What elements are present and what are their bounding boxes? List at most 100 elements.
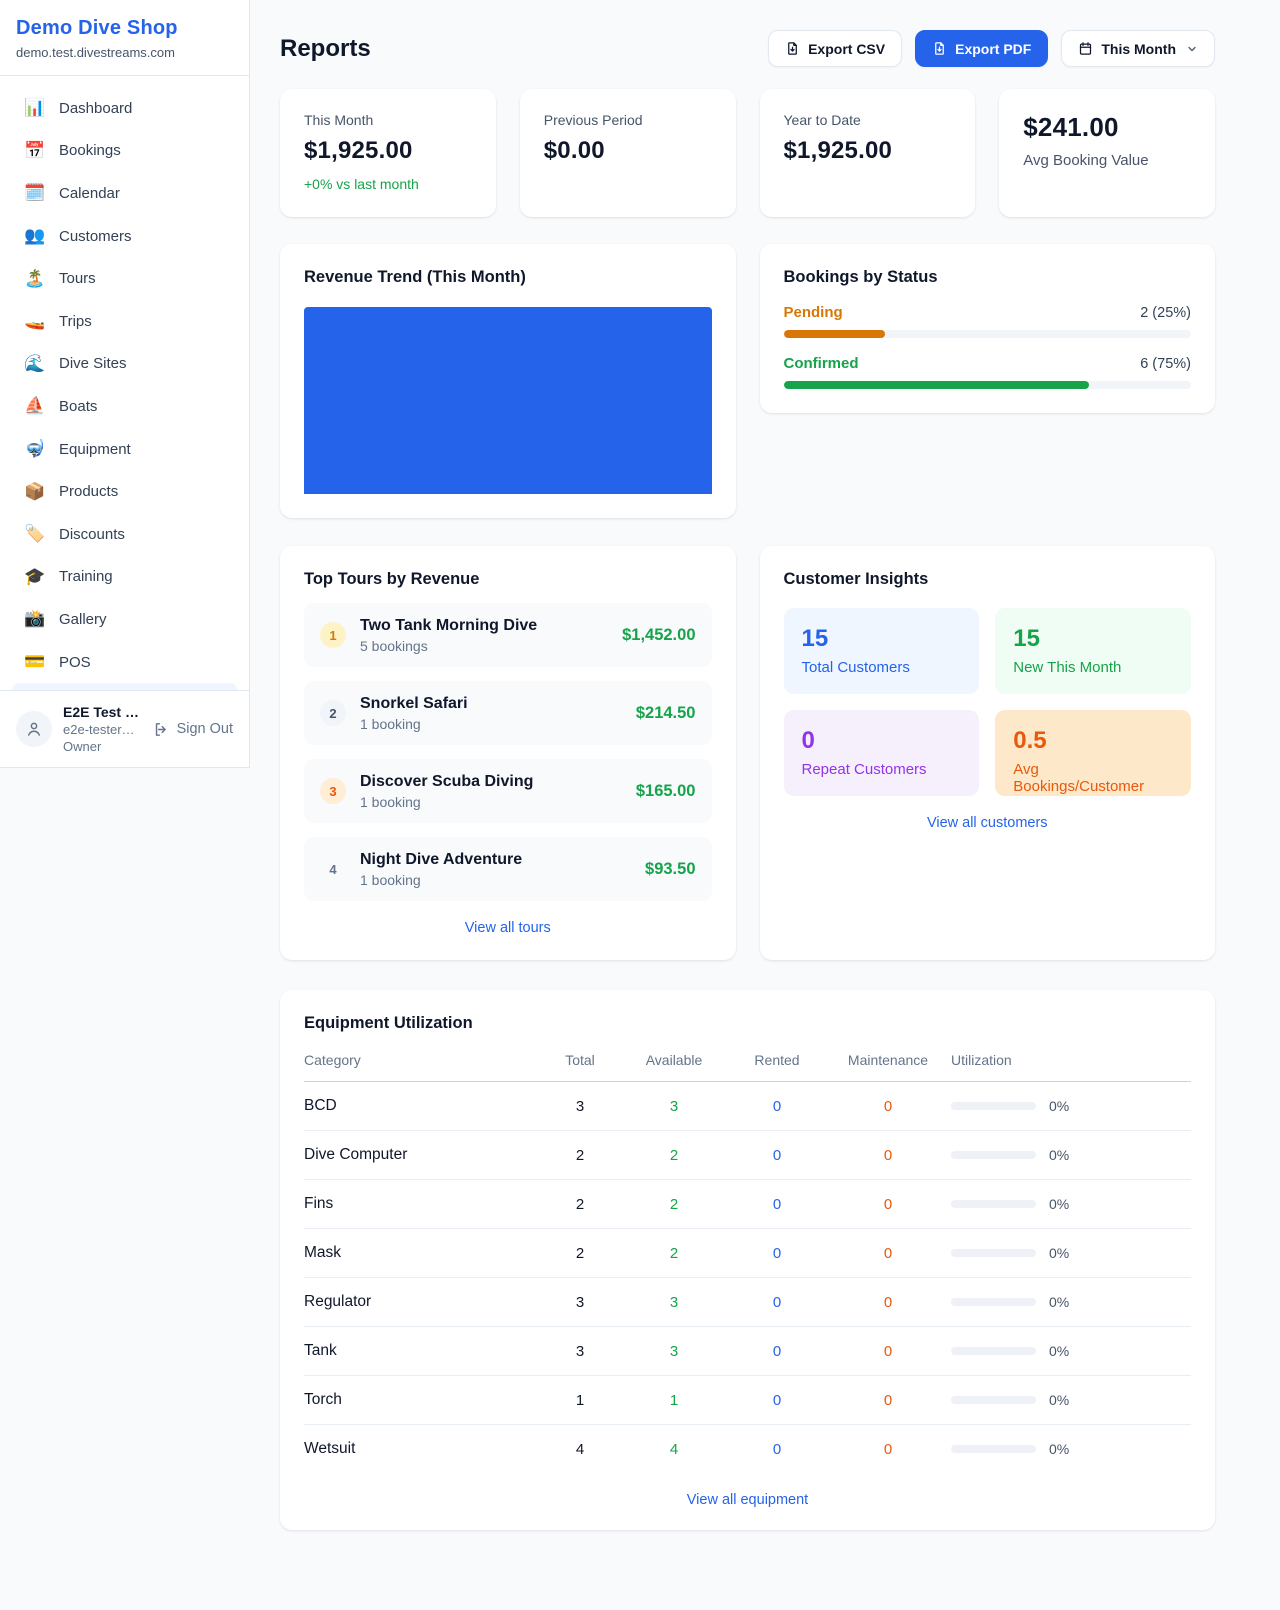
page-title: Reports [280, 34, 371, 62]
sidebar-item-label: Training [59, 568, 113, 586]
view-all-customers-link[interactable]: View all customers [926, 815, 1048, 831]
charts-row: Revenue Trend (This Month) Bookings by S… [280, 244, 1215, 518]
stat-value: $1,925.00 [304, 137, 413, 164]
stat-label: Avg Booking Value [1023, 152, 1149, 169]
sidebar-item-products[interactable]: 📦 Products [12, 470, 237, 513]
tour-row[interactable]: 4 Night Dive Adventure 1 booking $93.50 [304, 837, 712, 901]
sidebar-item-label: Dive Sites [59, 355, 127, 373]
main-content: Reports Export CSV Export PDF This Month… [280, 0, 1215, 1530]
wave-icon: 🌊 [24, 353, 46, 373]
bookings-by-status-card: Bookings by Status Pending 2 (25%) Confi… [759, 244, 1215, 413]
period-select[interactable]: This Month [1061, 30, 1215, 67]
rank-badge: 1 [320, 622, 346, 648]
rank-badge: 3 [320, 778, 346, 804]
tour-row[interactable]: 3 Discover Scuba Diving 1 booking $165.0… [304, 759, 712, 823]
sidebar-item-dashboard[interactable]: 📊 Dashboard [12, 87, 237, 130]
table-row: Mask 2 2 0 0 0% [304, 1229, 1191, 1278]
bookings-calendar-icon: 📅 [24, 140, 46, 160]
tile-total-customers: 15 Total Customers [783, 608, 980, 694]
stat-cards: This Month $1,925.00 +0% vs last month P… [280, 89, 1215, 217]
utilization-bar [951, 1347, 1036, 1355]
avatar [16, 711, 52, 748]
tour-row[interactable]: 1 Two Tank Morning Dive 5 bookings $1,45… [304, 603, 712, 667]
tour-row[interactable]: 2 Snorkel Safari 1 booking $214.50 [304, 681, 712, 745]
stat-card-previous-period: Previous Period $0.00 [519, 89, 736, 217]
sidebar-item-label: Equipment [59, 440, 131, 458]
sidebar-item-customers[interactable]: 👥 Customers [12, 215, 237, 258]
export-csv-button[interactable]: Export CSV [768, 30, 903, 67]
sidebar-item-label: Discounts [59, 525, 125, 543]
tour-bookings: 1 booking [360, 871, 421, 888]
sidebar-item-equipment[interactable]: 🤿 Equipment [12, 428, 237, 471]
tile-value: 15 [801, 625, 829, 652]
sidebar-item-active-clipped[interactable] [12, 683, 237, 691]
stat-label: Year to Date [783, 112, 861, 128]
revenue-bar [304, 307, 712, 494]
col-available: Available [645, 1052, 703, 1068]
sidebar-item-label: Calendar [59, 184, 120, 202]
tour-name: Discover Scuba Diving [360, 772, 534, 790]
sidebar-item-tours[interactable]: 🏝️ Tours [12, 257, 237, 300]
insight-tiles: 15 Total Customers 15 New This Month 0 R… [783, 608, 1191, 796]
stat-label: Previous Period [543, 112, 643, 128]
tile-label: Total Customers [801, 659, 910, 676]
sidebar-item-training[interactable]: 🎓 Training [12, 556, 237, 599]
tile-value: 15 [1013, 625, 1040, 652]
tour-amount: $93.50 [645, 859, 696, 878]
col-utilization: Utilization [951, 1052, 1012, 1068]
stat-delta: +0% vs last month [304, 176, 419, 192]
sidebar-item-pos[interactable]: 💳 POS [12, 641, 237, 684]
tours-island-icon: 🏝️ [24, 268, 46, 288]
progress-track [783, 381, 1191, 389]
tour-bookings: 1 booking [360, 793, 421, 810]
sidebar-item-gallery[interactable]: 📸 Gallery [12, 598, 237, 641]
sidebar-item-discounts[interactable]: 🏷️ Discounts [12, 513, 237, 556]
sidebar-item-boats[interactable]: ⛵ Boats [12, 385, 237, 428]
user-role: Owner [63, 739, 102, 755]
user-name: E2E Test U... [63, 704, 142, 721]
table-row: Tank 3 3 0 0 0% [304, 1327, 1191, 1376]
customers-icon: 👥 [24, 226, 46, 246]
view-all-equipment-link[interactable]: View all equipment [686, 1492, 809, 1508]
export-pdf-button[interactable]: Export PDF [915, 30, 1049, 67]
col-rented: Rented [754, 1052, 800, 1068]
tour-name: Snorkel Safari [360, 694, 468, 712]
rank-badge: 2 [320, 700, 346, 726]
shop-name: Demo Dive Shop [16, 17, 178, 39]
tour-name: Two Tank Morning Dive [360, 616, 538, 634]
stat-card-this-month: This Month $1,925.00 +0% vs last month [280, 89, 496, 217]
tile-label: New This Month [1013, 659, 1122, 676]
status-row-confirmed: Confirmed 6 (75%) [783, 355, 1191, 389]
view-all-tours-link[interactable]: View all tours [464, 920, 551, 936]
table-row: Fins 2 2 0 0 0% [304, 1180, 1191, 1229]
person-icon [28, 722, 40, 737]
sidebar-item-label: Gallery [59, 610, 107, 628]
sidebar-item-label: Dashboard [59, 99, 133, 117]
table-row: BCD 3 3 0 0 0% [304, 1082, 1191, 1131]
sidebar-item-label: Tours [59, 270, 96, 288]
trips-boat-icon: 🚤 [24, 311, 46, 331]
status-label: Pending [783, 304, 843, 321]
sidebar-item-label: Boats [59, 397, 98, 415]
utilization-bar [951, 1396, 1036, 1404]
sidebar-item-trips[interactable]: 🚤 Trips [12, 300, 237, 343]
sidebar-item-bookings[interactable]: 📅 Bookings [12, 130, 237, 173]
user-email: e2e-tester@... [63, 722, 142, 738]
utilization-bar [951, 1445, 1036, 1453]
status-row-pending: Pending 2 (25%) [783, 304, 1191, 338]
calendar-icon [1080, 42, 1092, 55]
sidebar-item-calendar[interactable]: 🗓️ Calendar [12, 172, 237, 215]
rank-badge: 4 [329, 861, 337, 877]
graduation-cap-icon: 🎓 [24, 566, 46, 586]
top-tours-card: Top Tours by Revenue 1 Two Tank Morning … [280, 546, 736, 960]
utilization-bar [951, 1102, 1036, 1110]
sidebar-item-dive-sites[interactable]: 🌊 Dive Sites [12, 343, 237, 386]
equipment-utilization-title: Equipment Utilization [304, 1014, 473, 1032]
sidebar-nav: 📊 Dashboard 📅 Bookings 🗓️ Calendar 👥 Custome… [0, 76, 249, 683]
table-header-row: Category Total Available Rented Maintena… [304, 1052, 1191, 1082]
tour-amount: $214.50 [635, 703, 696, 722]
stat-value: $0.00 [543, 137, 605, 164]
sign-out-button[interactable]: Sign Out [153, 721, 233, 738]
equipment-utilization-card: Equipment Utilization Category Total Ava… [280, 990, 1215, 1530]
equipment-table: Category Total Available Rented Maintena… [304, 1052, 1191, 1473]
